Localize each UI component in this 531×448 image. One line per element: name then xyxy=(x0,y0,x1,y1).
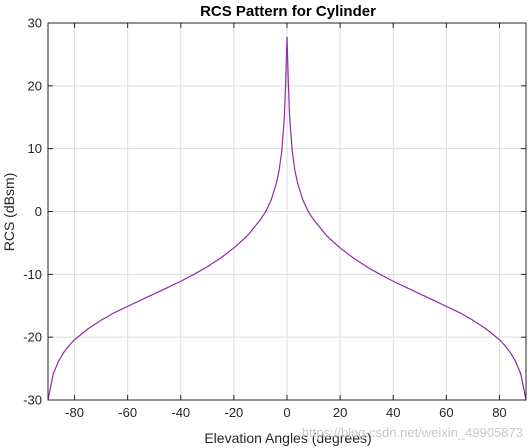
y-tick-label: 20 xyxy=(28,78,42,93)
y-tick-label: 0 xyxy=(35,204,42,219)
x-tick-label: 60 xyxy=(439,405,453,420)
y-tick-label: 10 xyxy=(28,141,42,156)
x-tick-label: 80 xyxy=(492,405,506,420)
x-tick-label: -80 xyxy=(65,405,84,420)
ticks: -80 -60 -40 -20 0 20 40 60 80 -30 -20 -10 0 10 20 30 xyxy=(23,16,526,420)
chart-title: RCS Pattern for Cylinder xyxy=(200,3,376,20)
x-tick-label: 40 xyxy=(386,405,400,420)
x-tick-label: -60 xyxy=(118,405,137,420)
y-axis-label: RCS (dBsm) xyxy=(1,173,17,252)
x-tick-label: 20 xyxy=(333,405,347,420)
series-line xyxy=(47,36,527,401)
x-tick-label: -20 xyxy=(224,405,243,420)
y-tick-label: -10 xyxy=(23,267,42,282)
y-tick-label: -20 xyxy=(23,330,42,345)
x-tick-label: -40 xyxy=(171,405,190,420)
y-tick-label: -30 xyxy=(23,393,42,408)
x-tick-label: 0 xyxy=(283,405,290,420)
series-layer xyxy=(47,36,527,401)
x-axis-label: Elevation Angles (degrees) xyxy=(204,430,371,446)
y-tick-label: 30 xyxy=(28,16,42,31)
grid xyxy=(48,22,526,401)
watermark: https://blog.csdn.net/weixin_49905873 xyxy=(302,425,523,440)
